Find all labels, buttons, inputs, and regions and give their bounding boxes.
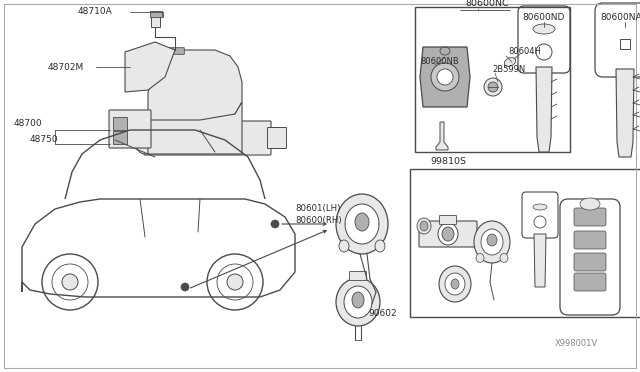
Bar — [620, 39, 630, 49]
Ellipse shape — [417, 218, 431, 234]
Ellipse shape — [481, 229, 503, 255]
FancyBboxPatch shape — [268, 128, 287, 148]
Polygon shape — [616, 69, 634, 157]
Polygon shape — [420, 47, 470, 107]
Ellipse shape — [451, 279, 459, 289]
Circle shape — [362, 302, 372, 312]
Text: 2B599N: 2B599N — [492, 65, 525, 74]
Text: 80601(LH): 80601(LH) — [295, 205, 340, 214]
Bar — [113, 131, 127, 144]
Text: 80600ND: 80600ND — [522, 13, 564, 22]
Ellipse shape — [420, 221, 428, 231]
FancyBboxPatch shape — [152, 16, 161, 28]
Ellipse shape — [500, 253, 508, 263]
Ellipse shape — [134, 122, 156, 154]
Ellipse shape — [484, 78, 502, 96]
FancyBboxPatch shape — [419, 221, 477, 247]
FancyBboxPatch shape — [574, 273, 606, 291]
FancyBboxPatch shape — [440, 215, 456, 224]
Ellipse shape — [438, 223, 458, 245]
Ellipse shape — [431, 63, 459, 91]
Text: 90602: 90602 — [368, 310, 397, 318]
Ellipse shape — [533, 24, 555, 34]
Circle shape — [227, 274, 243, 290]
Ellipse shape — [336, 194, 388, 254]
Ellipse shape — [504, 58, 516, 67]
Ellipse shape — [336, 278, 380, 326]
Ellipse shape — [476, 253, 484, 263]
Polygon shape — [536, 67, 552, 152]
Ellipse shape — [344, 286, 372, 318]
Ellipse shape — [355, 213, 369, 231]
Polygon shape — [436, 122, 448, 150]
Text: 80600NB: 80600NB — [420, 58, 459, 67]
Bar — [113, 117, 127, 130]
Polygon shape — [534, 234, 546, 287]
FancyBboxPatch shape — [574, 231, 606, 249]
Ellipse shape — [533, 204, 547, 210]
Text: 80604H: 80604H — [508, 48, 541, 57]
Text: 48750: 48750 — [30, 135, 59, 144]
FancyBboxPatch shape — [349, 272, 367, 280]
Circle shape — [181, 283, 189, 291]
FancyBboxPatch shape — [574, 253, 606, 271]
Ellipse shape — [474, 221, 510, 263]
FancyBboxPatch shape — [168, 48, 184, 54]
Ellipse shape — [580, 198, 600, 210]
Polygon shape — [148, 102, 242, 154]
FancyBboxPatch shape — [574, 208, 606, 226]
Polygon shape — [148, 50, 242, 122]
Text: 80600(RH): 80600(RH) — [295, 215, 342, 224]
Ellipse shape — [487, 234, 497, 246]
Ellipse shape — [488, 82, 498, 92]
Text: 80600NC: 80600NC — [465, 0, 509, 9]
Bar — [415, 7, 570, 152]
Ellipse shape — [437, 69, 453, 85]
Ellipse shape — [375, 240, 385, 252]
Text: X998001V: X998001V — [555, 340, 598, 349]
Text: 48710A: 48710A — [78, 7, 113, 16]
FancyBboxPatch shape — [109, 110, 151, 148]
Circle shape — [62, 274, 78, 290]
Text: 99810S: 99810S — [430, 157, 466, 167]
Ellipse shape — [345, 204, 379, 244]
Text: 48700: 48700 — [14, 119, 43, 128]
Circle shape — [271, 220, 279, 228]
Bar — [150, 11, 162, 17]
Text: 48702M: 48702M — [48, 62, 84, 71]
Text: 80600NA: 80600NA — [600, 13, 640, 22]
Polygon shape — [125, 42, 175, 92]
Ellipse shape — [445, 273, 465, 295]
Ellipse shape — [442, 227, 454, 241]
Ellipse shape — [352, 292, 364, 308]
Ellipse shape — [439, 266, 471, 302]
Bar — [410, 169, 640, 317]
Ellipse shape — [339, 240, 349, 252]
FancyBboxPatch shape — [144, 121, 271, 155]
